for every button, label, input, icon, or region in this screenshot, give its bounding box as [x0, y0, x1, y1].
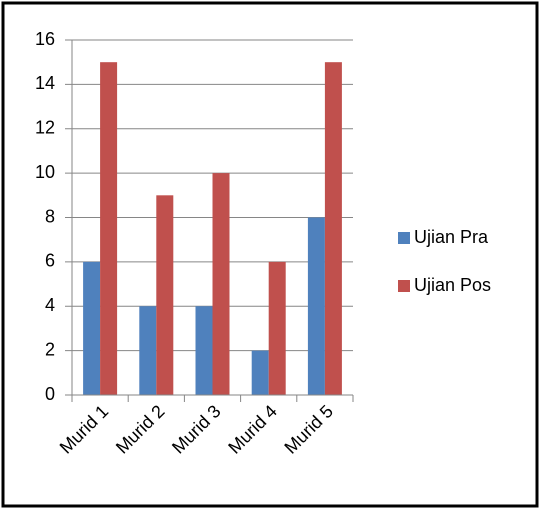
y-tick-label: 0: [45, 384, 55, 404]
bar: [251, 350, 269, 395]
y-tick-label: 4: [45, 295, 55, 315]
bar: [212, 173, 230, 395]
bar: [100, 62, 118, 395]
y-tick-label: 10: [35, 162, 55, 182]
legend-swatch: [398, 232, 410, 244]
legend-label: Ujian Pos: [414, 275, 491, 295]
bar: [139, 306, 157, 395]
y-tick-label: 8: [45, 206, 55, 226]
y-tick-label: 2: [45, 339, 55, 359]
y-tick-label: 14: [35, 73, 55, 93]
bar: [268, 261, 286, 395]
y-tick-label: 6: [45, 251, 55, 271]
y-tick-label: 12: [35, 118, 55, 138]
bar: [195, 306, 213, 395]
legend-label: Ujian Pra: [414, 227, 489, 247]
bar: [324, 62, 342, 395]
legend-swatch: [398, 280, 410, 292]
bar: [156, 195, 174, 395]
bar: [307, 217, 325, 395]
y-tick-label: 16: [35, 29, 55, 49]
bar: [83, 261, 101, 395]
